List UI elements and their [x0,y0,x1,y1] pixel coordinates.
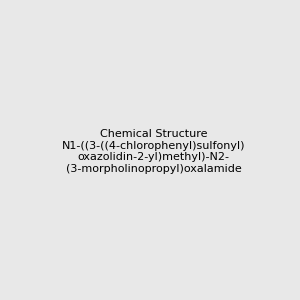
Text: Chemical Structure
N1-((3-((4-chlorophenyl)sulfonyl)
oxazolidin-2-yl)methyl)-N2-: Chemical Structure N1-((3-((4-chlorophen… [62,129,245,174]
